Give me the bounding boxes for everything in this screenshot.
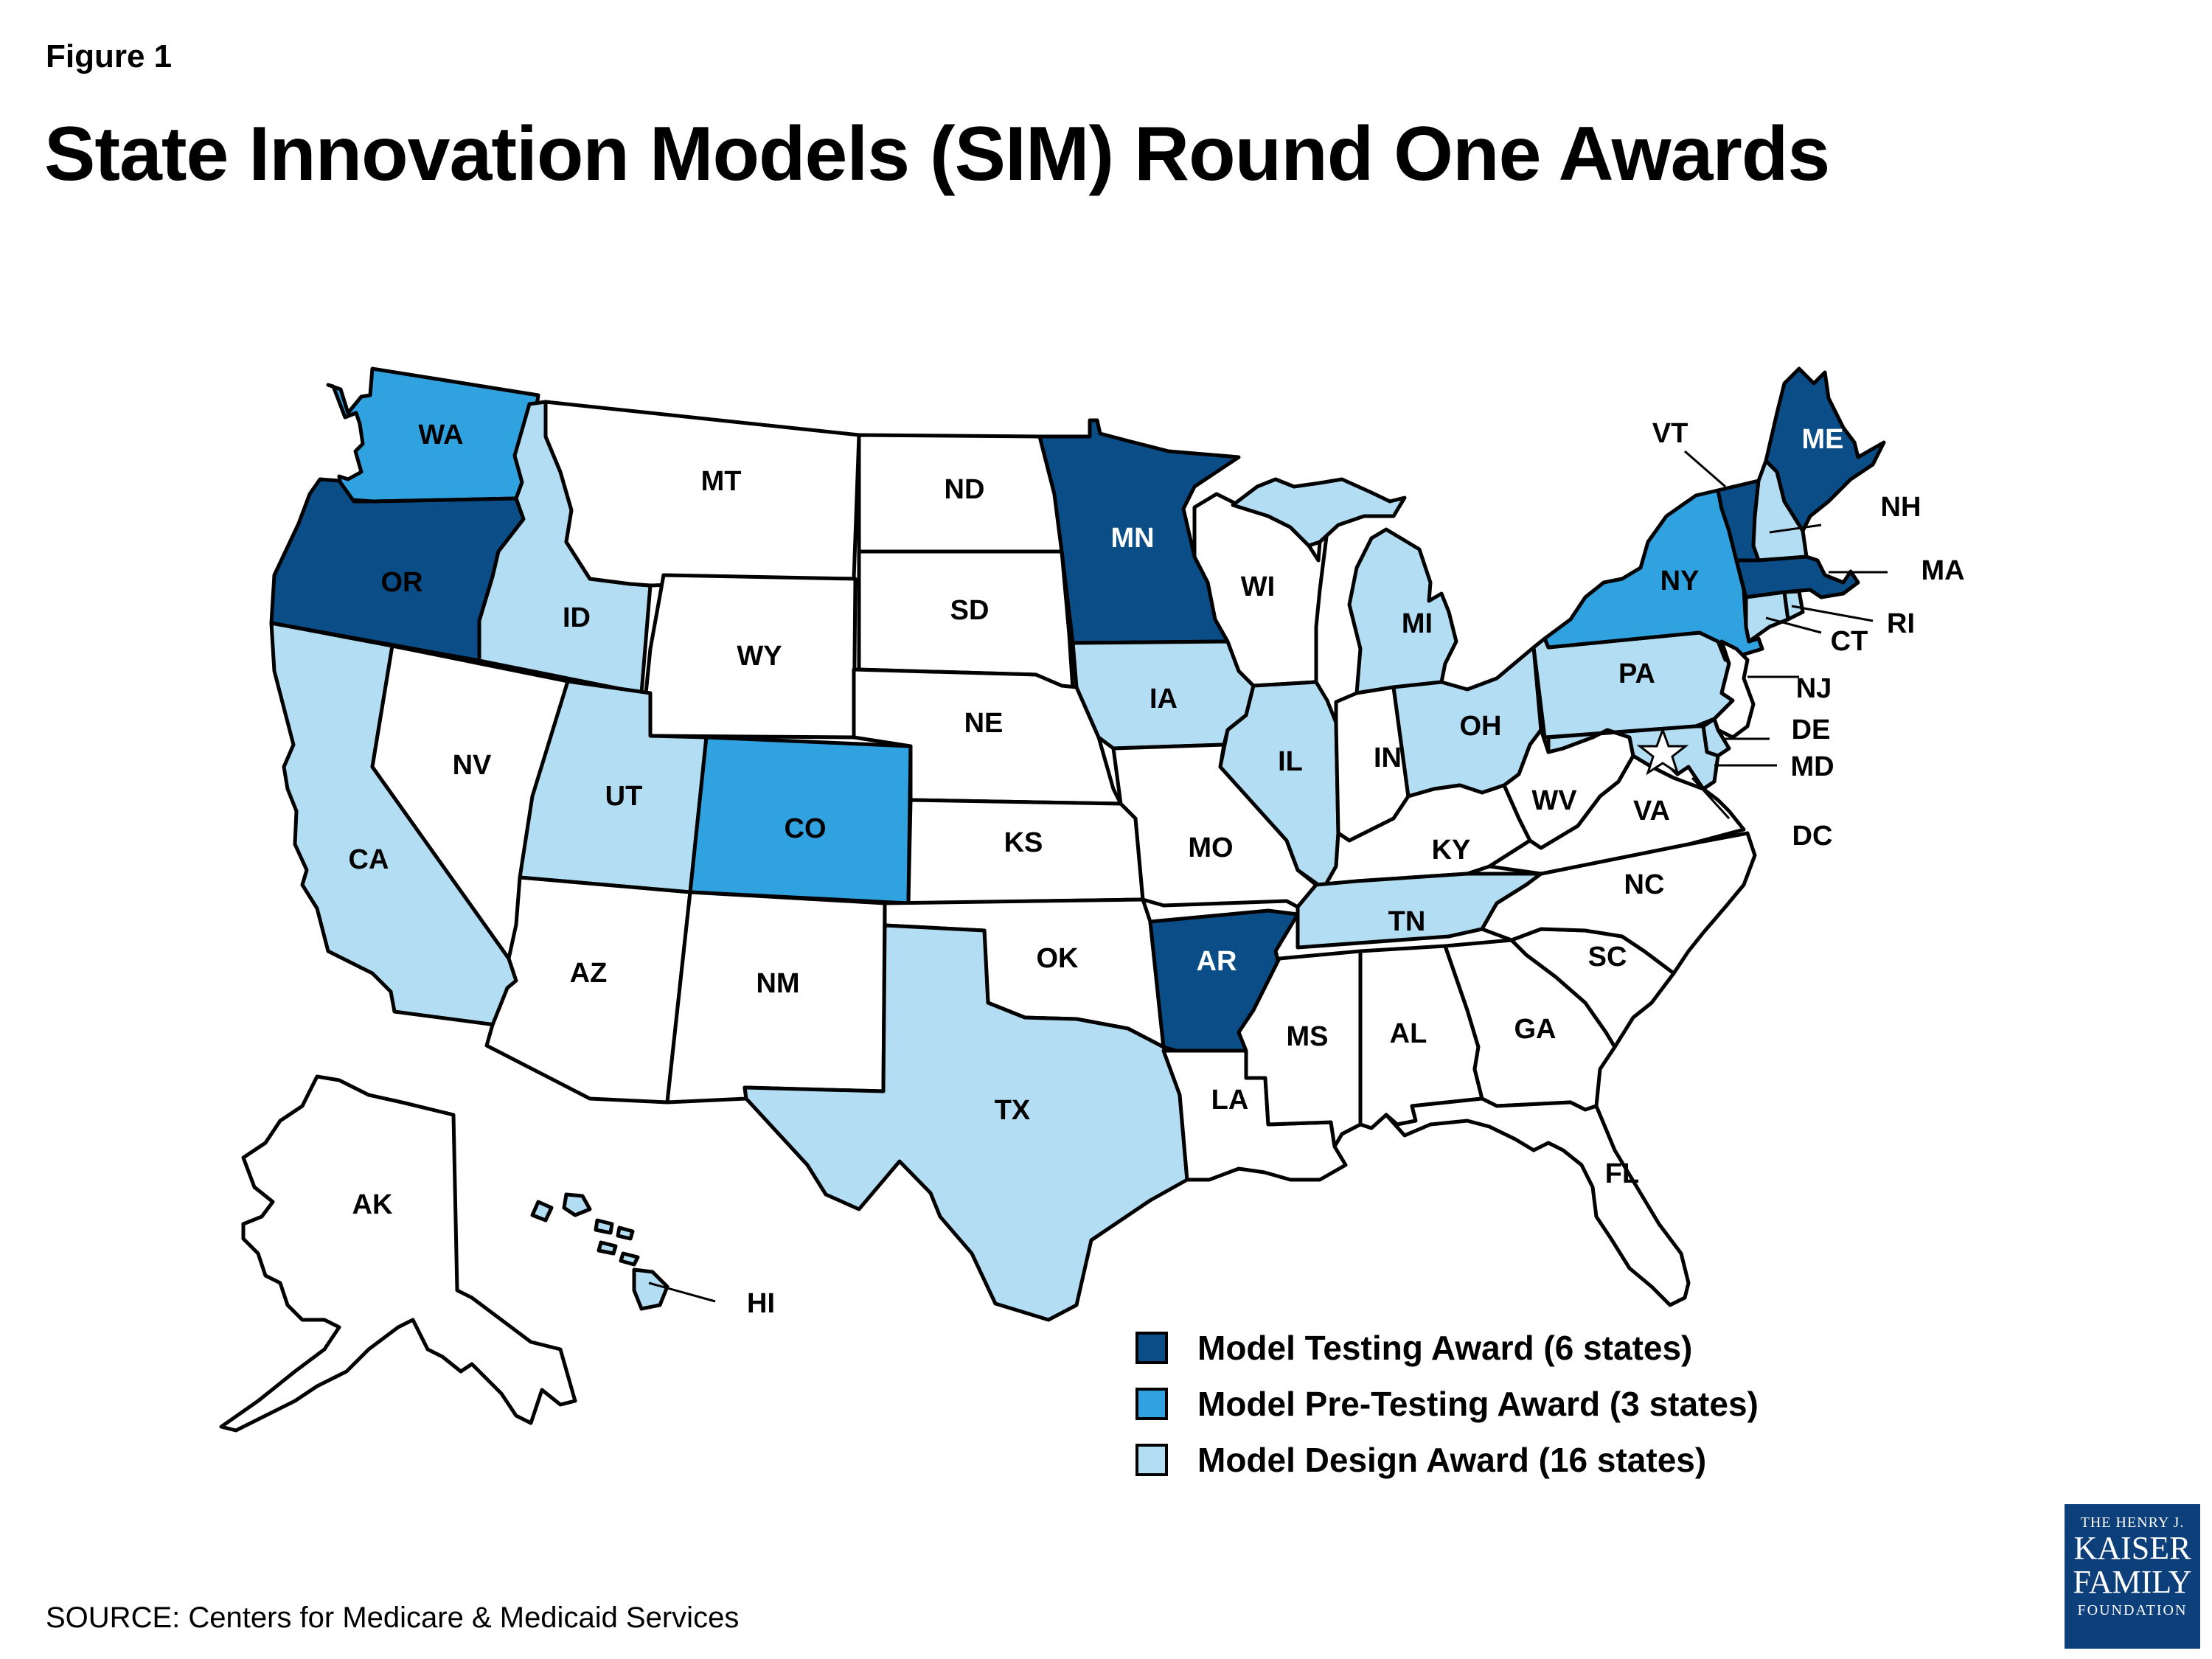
label-MO: MO	[1188, 832, 1233, 863]
label-MI: MI	[1402, 608, 1433, 639]
state-AZ	[484, 875, 692, 1105]
label-IN: IN	[1374, 742, 1402, 773]
label-DE: DE	[1792, 714, 1831, 745]
state-HI	[530, 1192, 669, 1311]
label-IL: IL	[1278, 746, 1303, 777]
state-CT	[1744, 590, 1790, 644]
label-MD: MD	[1790, 751, 1834, 782]
state-NE	[852, 667, 1123, 806]
label-NV: NV	[453, 750, 492, 781]
label-ID: ID	[563, 602, 591, 633]
label-MA: MA	[1921, 555, 1964, 586]
label-RI: RI	[1887, 608, 1915, 639]
label-VT: VT	[1652, 418, 1688, 449]
label-VA: VA	[1633, 796, 1670, 827]
figure-label: Figure 1	[46, 38, 173, 74]
label-WY: WY	[737, 641, 782, 672]
label-AR: AR	[1197, 946, 1237, 977]
state-NJ	[1712, 639, 1756, 740]
label-PA: PA	[1618, 658, 1655, 689]
label-IA: IA	[1150, 684, 1178, 714]
label-KS: KS	[1004, 827, 1043, 858]
legend-label-model-pre-testing: Model Pre-Testing Award (3 states)	[1197, 1385, 1759, 1423]
label-NY: NY	[1660, 566, 1700, 597]
state-FL	[1384, 1096, 1691, 1307]
legend-item-model-pre-testing: Model Pre-Testing Award (3 states)	[1135, 1376, 1759, 1432]
legend-label-model-design: Model Design Award (16 states)	[1197, 1441, 1707, 1479]
label-leader-lines	[648, 450, 1888, 1303]
logo-line-4: FOUNDATION	[2077, 1602, 2188, 1618]
legend-swatch-model-testing	[1135, 1332, 1168, 1364]
state-ME	[1764, 366, 1886, 533]
map-legend: Model Testing Award (6 states) Model Pre…	[1135, 1320, 1759, 1488]
state-MT	[543, 400, 861, 588]
logo-line-2: KAISER	[2073, 1530, 2191, 1566]
state-MI-upper	[1231, 477, 1407, 548]
label-GA: GA	[1514, 1014, 1557, 1045]
label-DC: DC	[1792, 821, 1833, 852]
label-MT: MT	[701, 466, 742, 497]
label-ME: ME	[1802, 424, 1844, 455]
state-MN	[1037, 418, 1241, 645]
label-OR: OR	[381, 567, 423, 598]
label-HI: HI	[747, 1288, 775, 1319]
legend-item-model-design: Model Design Award (16 states)	[1135, 1432, 1759, 1488]
dc-star-marker	[1636, 726, 1689, 776]
state-AK	[219, 1074, 577, 1433]
state-TX	[742, 923, 1189, 1322]
label-WI: WI	[1241, 571, 1275, 602]
label-MS: MS	[1287, 1021, 1329, 1052]
label-AL: AL	[1390, 1018, 1427, 1049]
label-NC: NC	[1624, 869, 1665, 900]
label-OK: OK	[1037, 943, 1079, 974]
source-note: SOURCE: Centers for Medicare & Medicaid …	[46, 1601, 740, 1634]
label-NJ: NJ	[1796, 673, 1832, 704]
label-KY: KY	[1432, 835, 1471, 866]
label-OH: OH	[1460, 711, 1502, 742]
label-TX: TX	[995, 1095, 1031, 1126]
legend-item-model-testing: Model Testing Award (6 states)	[1135, 1320, 1759, 1376]
label-FL: FL	[1605, 1158, 1639, 1189]
label-TN: TN	[1388, 906, 1426, 937]
kff-logo: THE HENRY J. KAISER FAMILY FOUNDATION	[2065, 1504, 2200, 1649]
label-AK: AK	[352, 1189, 393, 1220]
label-CA: CA	[349, 844, 389, 875]
state-IL	[1218, 680, 1340, 891]
legend-label-model-testing: Model Testing Award (6 states)	[1197, 1329, 1693, 1367]
label-ND: ND	[945, 474, 985, 505]
logo-line-1: THE HENRY J.	[2080, 1514, 2185, 1531]
label-NE: NE	[964, 708, 1004, 739]
label-NM: NM	[756, 968, 799, 999]
label-WA: WA	[418, 420, 463, 451]
label-CO: CO	[785, 813, 827, 844]
logo-line-3: FAMILY	[2073, 1564, 2192, 1600]
label-CT: CT	[1831, 626, 1868, 657]
state-NC	[1480, 831, 1757, 975]
state-MI-lower	[1347, 527, 1458, 695]
label-LA: LA	[1211, 1085, 1249, 1116]
label-AZ: AZ	[570, 958, 608, 989]
legend-swatch-model-pre-testing	[1135, 1388, 1168, 1420]
label-UT: UT	[605, 781, 643, 812]
label-SD: SD	[950, 595, 990, 626]
label-WV: WV	[1531, 785, 1577, 816]
label-NH: NH	[1881, 492, 1921, 523]
label-SC: SC	[1588, 942, 1627, 973]
map-title: State Innovation Models (SIM) Round One …	[44, 111, 1830, 197]
label-MN: MN	[1110, 523, 1154, 554]
legend-swatch-model-design	[1135, 1444, 1168, 1476]
